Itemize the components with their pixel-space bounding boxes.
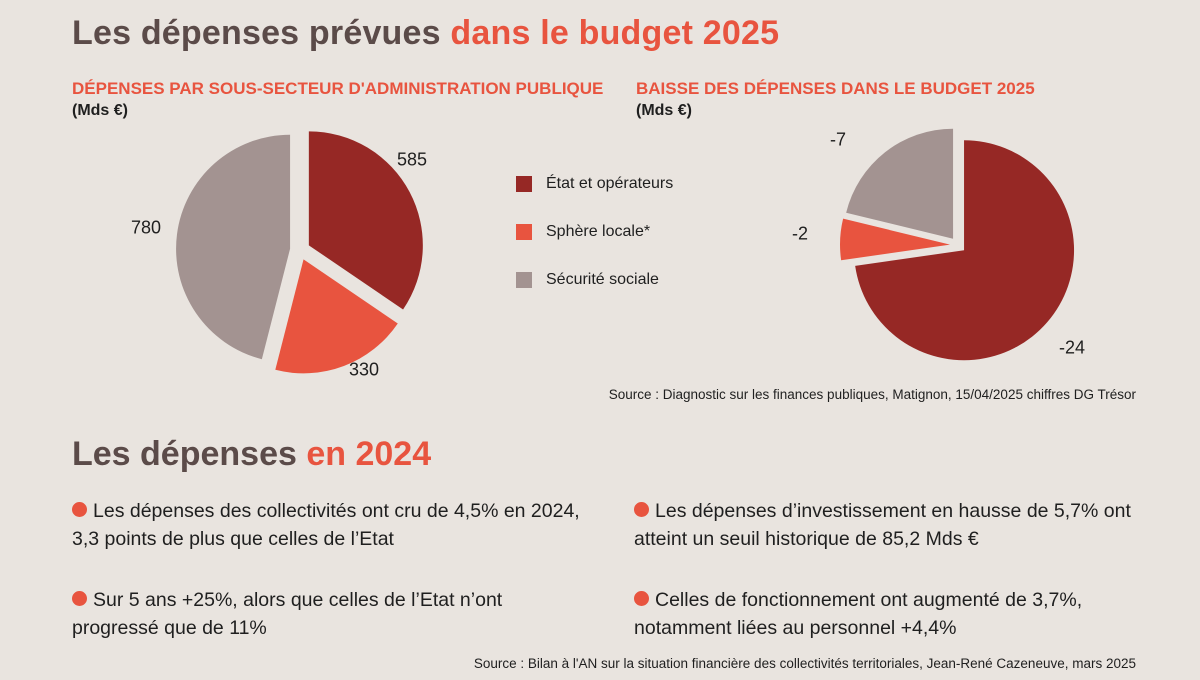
bullet-item: Celles de fonctionnement ont augmenté de… bbox=[634, 586, 1154, 642]
section-title-accent: en 2024 bbox=[306, 435, 432, 473]
legend-swatch-sphere-locale bbox=[516, 224, 532, 240]
left-chart-subtitle-text: DÉPENSES PAR SOUS-SECTEUR D'ADMINISTRATI… bbox=[72, 79, 604, 98]
bullet-text: Les dépenses d’investissement en hausse … bbox=[634, 500, 1131, 550]
pie1-slice-securite-sociale bbox=[176, 134, 291, 360]
legend-label-securite-sociale: Sécurité sociale bbox=[546, 271, 659, 288]
pie2-slice-securite-sociale bbox=[846, 128, 954, 239]
bullet-item: Les dépenses des collectivités ont cru d… bbox=[72, 497, 592, 553]
bullet-item: Sur 5 ans +25%, alors que celles de l’Et… bbox=[72, 586, 592, 642]
legend-swatch-etat bbox=[516, 176, 532, 192]
bullet-text: Celles de fonctionnement ont augmenté de… bbox=[634, 589, 1083, 639]
pie1-value-label-etat: 585 bbox=[396, 149, 428, 170]
page-title: Les dépenses prévues dans le budget 2025 bbox=[72, 14, 779, 53]
bullet-dot-icon bbox=[72, 591, 87, 606]
section-title: Les dépenses en 2024 bbox=[72, 435, 431, 474]
right-chart-subtitle-text: BAISSE DES DÉPENSES DANS LE BUDGET 2025 bbox=[636, 79, 1035, 98]
legend-label-etat: État et opérateurs bbox=[546, 175, 674, 192]
bullet-text: Les dépenses des collectivités ont cru d… bbox=[72, 500, 580, 550]
pie2-value-label-etat: -24 bbox=[1058, 337, 1086, 358]
left-chart-subtitle: DÉPENSES PAR SOUS-SECTEUR D'ADMINISTRATI… bbox=[72, 78, 612, 121]
pie1-value-label-sphere-locale: 330 bbox=[348, 359, 380, 380]
pie2-value-label-securite-sociale: -7 bbox=[829, 129, 847, 150]
left-chart-unit: (Mds €) bbox=[72, 102, 128, 119]
bullet-text: Sur 5 ans +25%, alors que celles de l’Et… bbox=[72, 589, 503, 639]
legend-item-etat: État et opérateurs bbox=[516, 172, 673, 196]
legend-item-securite-sociale: Sécurité sociale bbox=[516, 268, 673, 292]
title-accent: dans le budget 2025 bbox=[450, 14, 780, 52]
pie2-slice-sphere-locale bbox=[840, 218, 951, 261]
legend-item-sphere-locale: Sphère locale* bbox=[516, 220, 673, 244]
legend-swatch-securite-sociale bbox=[516, 272, 532, 288]
section-title-main: Les dépenses bbox=[72, 435, 297, 473]
bullet-item: Les dépenses d’investissement en hausse … bbox=[634, 497, 1154, 553]
bullet-dot-icon bbox=[72, 502, 87, 517]
right-chart-subtitle: BAISSE DES DÉPENSES DANS LE BUDGET 2025 … bbox=[636, 78, 1156, 121]
pie2-slice-etat bbox=[855, 140, 1075, 361]
source-bottom: Source : Bilan à l'AN sur la situation f… bbox=[473, 656, 1136, 671]
pie2-value-label-sphere-locale: -2 bbox=[791, 223, 809, 244]
right-chart-unit: (Mds €) bbox=[636, 102, 692, 119]
bullet-dot-icon bbox=[634, 591, 649, 606]
legend: État et opérateurs Sphère locale* Sécuri… bbox=[516, 172, 673, 316]
title-main: Les dépenses prévues bbox=[72, 14, 441, 52]
pie1-slice-sphere-locale bbox=[275, 259, 398, 374]
legend-label-sphere-locale: Sphère locale* bbox=[546, 223, 651, 240]
bullet-dot-icon bbox=[634, 502, 649, 517]
pie1-value-label-securite-sociale: 780 bbox=[130, 217, 162, 238]
source-top: Source : Diagnostic sur les finances pub… bbox=[608, 387, 1136, 402]
